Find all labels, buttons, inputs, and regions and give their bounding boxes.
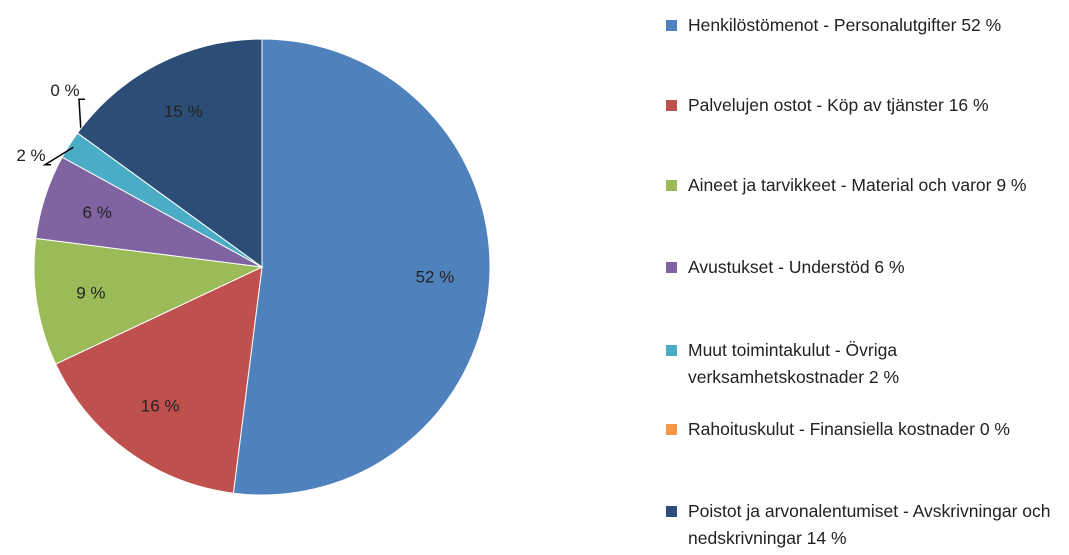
legend-label: Henkilöstömenot - Personalutgifter 52 % xyxy=(688,15,1002,35)
data-label: 15 % xyxy=(164,102,203,121)
pie-slice xyxy=(76,38,263,268)
leader-line xyxy=(42,146,74,166)
data-label: 0 % xyxy=(50,81,79,100)
legend-swatch xyxy=(666,506,677,517)
legend-entry: Aineet ja tarvikkeet - Material och varo… xyxy=(666,172,1061,199)
legend-entry: Muut toimintakulut - Övriga verksamhetsk… xyxy=(666,337,1061,391)
legend-label: Rahoituskulut - Finansiella kostnader 0 … xyxy=(688,419,1010,439)
legend-swatch xyxy=(666,262,677,273)
legend-swatch xyxy=(666,345,677,356)
pie-slice xyxy=(232,38,491,496)
legend-label: Poistot ja arvonalentumiset - Avskrivnin… xyxy=(688,501,1051,548)
pie-slice xyxy=(33,237,264,365)
pie-slice xyxy=(55,266,263,494)
legend-entry: Avustukset - Understöd 6 % xyxy=(666,254,1061,281)
legend-label: Aineet ja tarvikkeet - Material och varo… xyxy=(688,175,1027,195)
legend-entry: Palvelujen ostot - Köp av tjänster 16 % xyxy=(666,92,1061,119)
data-label: 2 % xyxy=(16,146,45,165)
leader-line xyxy=(78,98,85,136)
legend-swatch xyxy=(666,180,677,191)
legend-swatch xyxy=(666,20,677,31)
data-label: 16 % xyxy=(141,397,180,416)
data-label: 52 % xyxy=(416,267,455,286)
legend-label: Avustukset - Understöd 6 % xyxy=(688,257,905,277)
legend-swatch xyxy=(666,424,677,435)
legend-label: Palvelujen ostot - Köp av tjänster 16 % xyxy=(688,95,989,115)
legend-entry: Rahoituskulut - Finansiella kostnader 0 … xyxy=(666,416,1061,443)
legend-swatch xyxy=(666,100,677,111)
data-label: 6 % xyxy=(83,203,112,222)
legend-entry: Poistot ja arvonalentumiset - Avskrivnin… xyxy=(666,498,1061,552)
data-label: 9 % xyxy=(76,284,105,303)
legend-entry: Henkilöstömenot - Personalutgifter 52 % xyxy=(666,12,1061,39)
chart: 52 % 16 % 9 % 6 % 2 % 0 % 15 % xyxy=(16,38,491,496)
legend-label: Muut toimintakulut - Övriga verksamhetsk… xyxy=(688,340,900,387)
